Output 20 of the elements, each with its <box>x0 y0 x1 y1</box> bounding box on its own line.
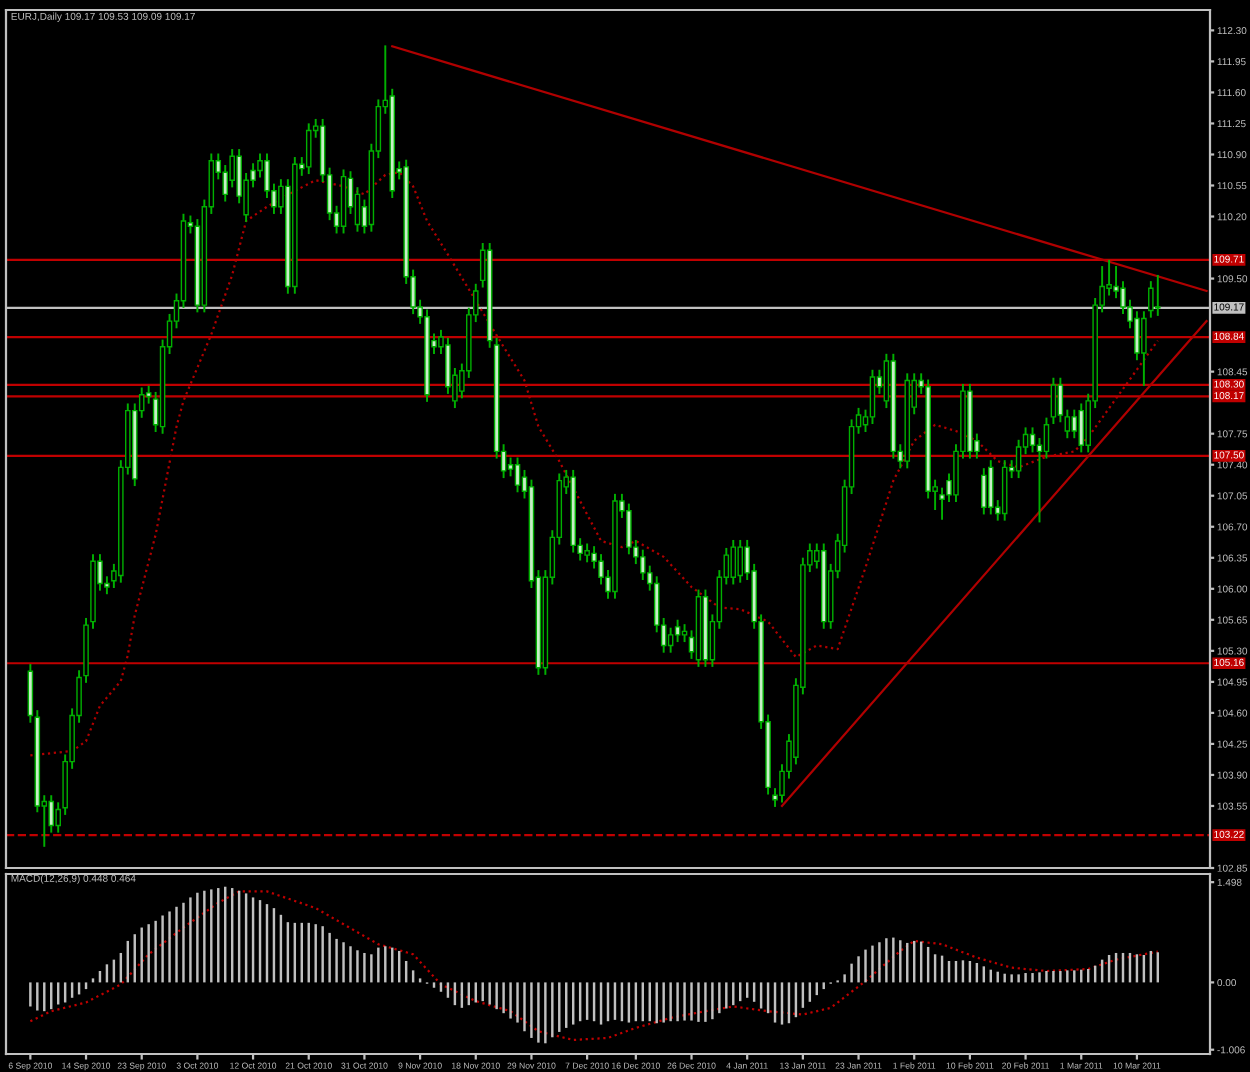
candlestick <box>987 460 994 515</box>
candlestick <box>514 457 521 493</box>
line-series <box>29 171 1159 757</box>
candlestick <box>305 123 312 175</box>
candlestick <box>1001 460 1008 521</box>
candlestick <box>1015 439 1022 479</box>
candlestick <box>1078 403 1085 453</box>
candlestick <box>667 627 674 653</box>
candlestick <box>1141 311 1147 386</box>
candlestick <box>981 468 987 515</box>
candlestick <box>1029 427 1036 453</box>
candlestick <box>1043 417 1050 459</box>
candlestick <box>1148 281 1154 318</box>
candlestick <box>1071 409 1078 439</box>
candlestick <box>1155 274 1161 316</box>
candlestick <box>730 539 737 585</box>
candlestick <box>1050 377 1057 425</box>
candlestick <box>869 369 876 425</box>
candlestick <box>737 539 744 583</box>
line-series <box>29 890 1159 1042</box>
